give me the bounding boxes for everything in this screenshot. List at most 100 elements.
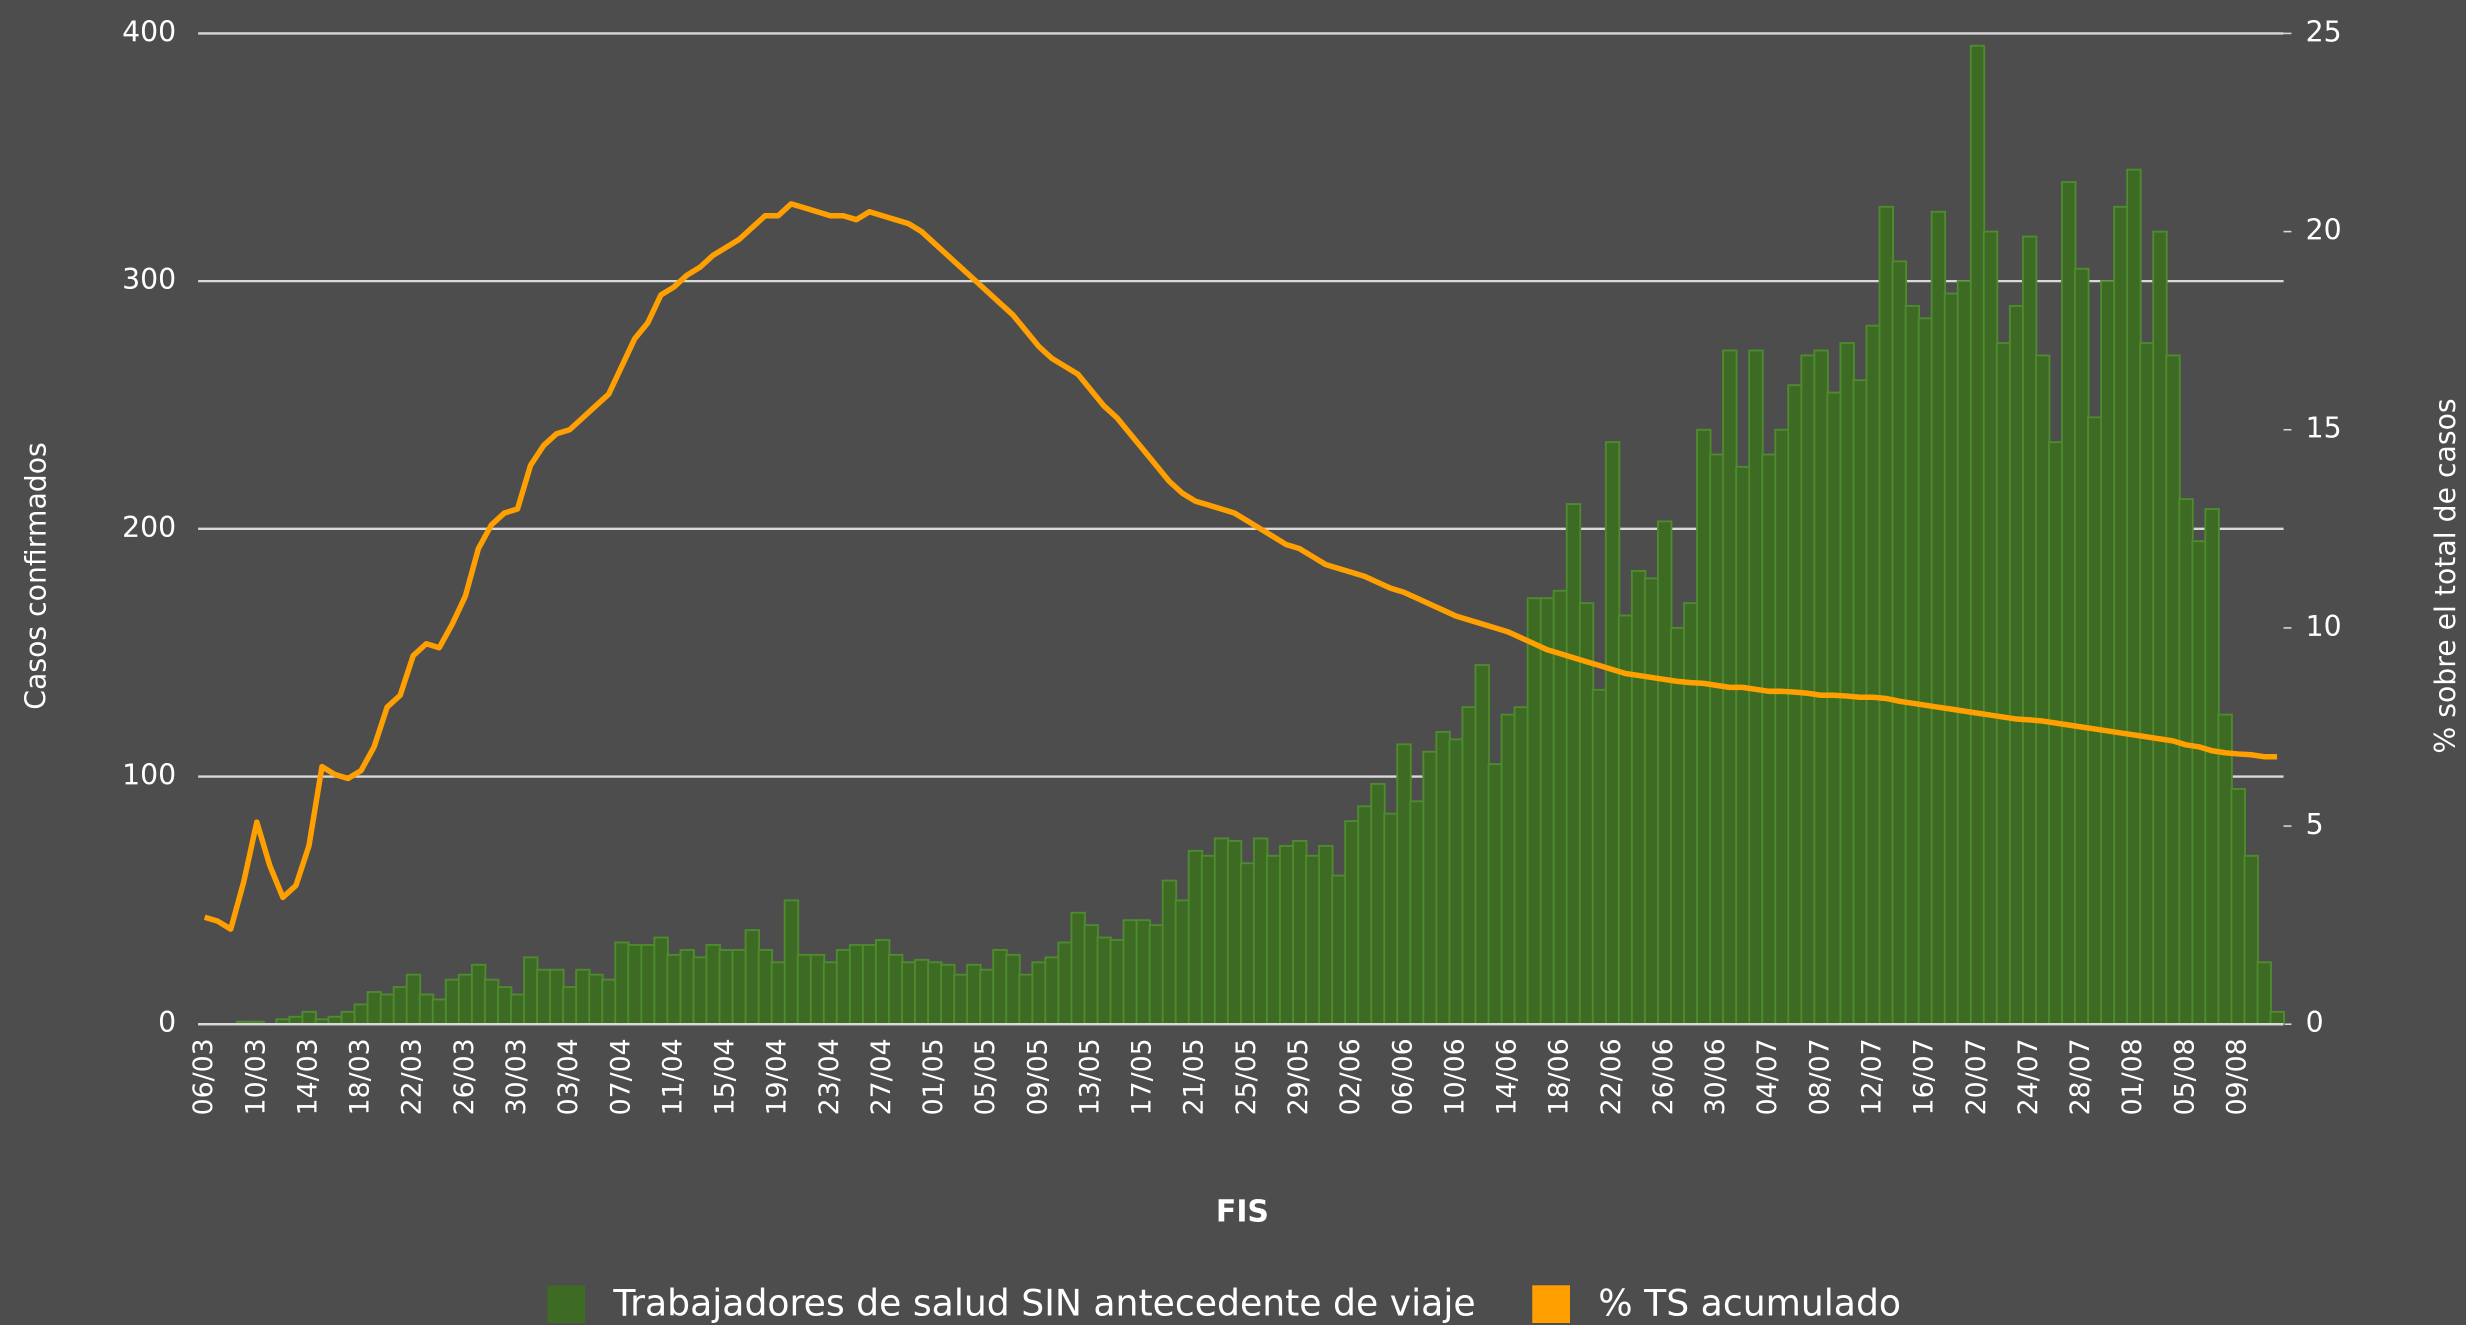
bar	[392, 986, 409, 1026]
bar	[627, 944, 643, 1026]
bar	[1409, 800, 1425, 1026]
bar	[1213, 837, 1230, 1026]
bar	[901, 961, 917, 1026]
x-tick-label: 14/06	[1492, 1038, 1523, 1115]
bar	[1200, 854, 1217, 1026]
bar	[340, 1010, 356, 1026]
bar	[1917, 317, 1934, 1026]
bar	[927, 961, 943, 1026]
bar	[2139, 342, 2155, 1026]
x-tick-label: 17/05	[1127, 1038, 1158, 1115]
x-tick-label: 26/03	[449, 1038, 480, 1115]
x-tick-label: 30/03	[501, 1038, 532, 1115]
x-tick-label: 13/05	[1074, 1038, 1105, 1115]
x-tick-label: 21/05	[1179, 1038, 1210, 1115]
bar	[1826, 391, 1842, 1026]
bar	[1683, 602, 1699, 1026]
y2-tick-label: 25	[2306, 15, 2342, 48]
legend-label: % TS acumulado	[1598, 1282, 1901, 1325]
x-tick-label: 07/04	[605, 1038, 636, 1115]
bar	[1969, 44, 1986, 1026]
bar	[1787, 384, 1803, 1026]
line	[203, 201, 2278, 932]
bar	[666, 953, 682, 1026]
bar	[1526, 597, 1543, 1026]
bar	[1187, 849, 1204, 1026]
bar	[1174, 899, 1191, 1026]
bar	[1474, 664, 1490, 1026]
bar	[731, 948, 747, 1026]
bar	[1930, 210, 1947, 1026]
x-tick-label: 04/07	[1752, 1038, 1783, 1115]
bar	[1083, 924, 1099, 1026]
bar	[2256, 961, 2272, 1026]
x-tick-label: 06/03	[188, 1038, 219, 1115]
bar	[405, 973, 422, 1026]
x-tick-label: 22/03	[397, 1038, 428, 1115]
bar	[1813, 349, 1829, 1026]
bar	[457, 973, 474, 1026]
bar	[1096, 936, 1112, 1026]
bar	[1279, 844, 1295, 1026]
x-tick-label: 29/05	[1283, 1038, 1314, 1115]
bar	[2165, 354, 2181, 1026]
bar	[366, 991, 383, 1026]
bar	[1643, 577, 1660, 1026]
x-tick-label: 28/07	[2065, 1038, 2096, 1115]
x-tick-label: 23/04	[814, 1038, 845, 1115]
bar	[1031, 961, 1047, 1026]
bar	[1331, 874, 1347, 1026]
bar	[1396, 743, 1412, 1026]
x-tick-label: 09/08	[2221, 1038, 2252, 1115]
bar	[1774, 428, 1790, 1026]
bar	[353, 1003, 370, 1026]
y-tick-label: 200	[122, 511, 176, 544]
bar	[1070, 911, 1086, 1026]
bar	[1878, 205, 1894, 1026]
y-tick-label: 300	[122, 263, 176, 296]
bar	[992, 948, 1008, 1026]
bar	[1852, 379, 1868, 1026]
bar	[483, 978, 500, 1026]
bar	[2034, 354, 2051, 1026]
bar	[1044, 956, 1060, 1026]
x-tick-label: 10/06	[1439, 1038, 1470, 1115]
legend-swatch	[1532, 1285, 1570, 1324]
y2-tick-label: 15	[2306, 412, 2342, 445]
bar	[1161, 879, 1178, 1026]
bar	[1344, 820, 1360, 1026]
bar	[2113, 205, 2129, 1026]
x-tick-label: 09/05	[1022, 1038, 1053, 1115]
y-axis-label: Casos confirmados	[20, 442, 53, 710]
x-tick-label: 14/03	[292, 1038, 323, 1115]
bar	[1995, 342, 2012, 1026]
bar	[431, 998, 448, 1026]
bar	[1122, 919, 1139, 1026]
bar	[1657, 520, 1673, 1026]
bar	[1709, 453, 1725, 1026]
bar	[1604, 441, 1621, 1026]
bar	[2217, 713, 2233, 1026]
bar	[744, 929, 761, 1026]
bar	[1135, 919, 1152, 1026]
bar	[2100, 280, 2116, 1026]
bar	[796, 953, 813, 1026]
y-tick-label: 0	[158, 1006, 176, 1039]
y2-tick-label: 10	[2306, 610, 2342, 643]
bar	[679, 948, 695, 1026]
bar	[809, 953, 826, 1026]
x-tick-label: 06/06	[1387, 1038, 1418, 1115]
legend-label: Trabajadores de salud SIN antecedente de…	[612, 1282, 1475, 1325]
bar	[1591, 688, 1608, 1026]
bar	[1565, 503, 1582, 1026]
bar	[835, 948, 852, 1026]
x-tick-label: 16/07	[1909, 1038, 1940, 1115]
bar	[1696, 428, 1712, 1026]
x-tick-label: 12/07	[1857, 1038, 1888, 1115]
x-tick-label: 18/06	[1544, 1038, 1575, 1115]
bar	[1435, 730, 1451, 1026]
bar	[770, 961, 787, 1026]
bar	[523, 956, 539, 1026]
bar	[614, 941, 630, 1026]
